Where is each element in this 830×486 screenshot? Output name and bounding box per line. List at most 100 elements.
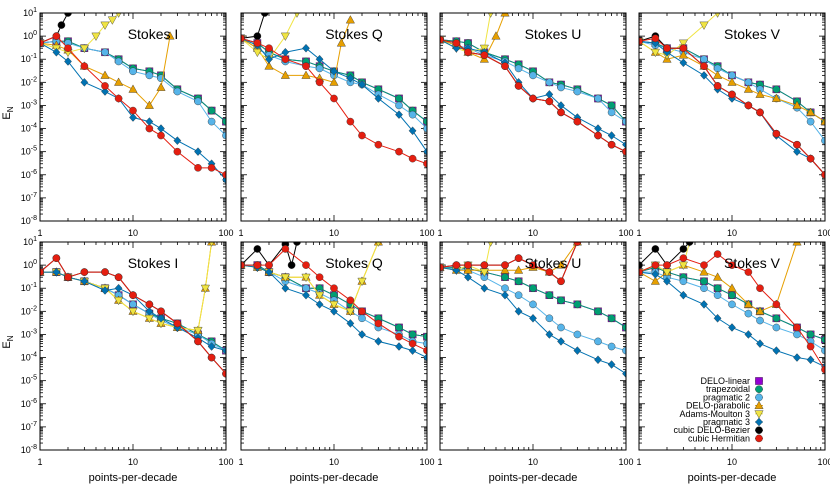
- panel-title: Stokes I: [128, 26, 179, 42]
- legend-label: DELO-linear: [700, 376, 750, 386]
- data-point: [101, 87, 109, 96]
- data-point: [129, 106, 137, 115]
- data-point: [487, 242, 494, 247]
- data-point: [173, 87, 182, 96]
- data-point: [440, 35, 444, 44]
- chart-panel: Stokes U 1 10 100: [437, 12, 634, 238]
- data-point: [346, 73, 355, 83]
- data-point: [699, 267, 709, 276]
- data-point: [607, 360, 616, 369]
- data-point: [772, 129, 781, 138]
- y-tick-label: 10-8: [21, 215, 37, 226]
- data-point: [607, 342, 616, 351]
- data-point: [557, 108, 565, 117]
- x-tick-label: 100: [618, 228, 633, 238]
- x-tick-label: 1: [37, 228, 42, 238]
- data-point: [771, 93, 781, 102]
- data-point: [700, 62, 708, 70]
- data-point: [514, 277, 523, 286]
- data-point: [173, 319, 182, 328]
- series-line: [440, 242, 578, 273]
- y-tick-label: 10-2: [21, 305, 37, 316]
- data-point: [557, 296, 565, 305]
- data-point: [241, 261, 245, 269]
- data-point: [194, 147, 202, 156]
- data-point: [64, 13, 72, 17]
- x-tick-label: 100: [218, 457, 233, 467]
- data-point: [157, 131, 165, 140]
- series-line: [241, 13, 266, 39]
- data-point: [395, 332, 403, 341]
- data-point: [806, 342, 815, 351]
- data-point: [821, 346, 825, 355]
- plot-frame: [638, 241, 826, 451]
- data-point: [395, 147, 403, 156]
- data-point: [772, 300, 781, 309]
- data-point: [315, 291, 325, 300]
- y-tick-exp: -7: [31, 421, 37, 428]
- y-tick-label: 10-4: [21, 352, 37, 363]
- chart-panel: Stokes I1 10 10010110010-110-210-310-410-5…: [1, 7, 234, 238]
- data-point: [679, 58, 688, 68]
- plot-frame: [240, 12, 428, 222]
- data-point: [557, 83, 565, 92]
- series-group: [440, 242, 626, 379]
- data-point: [173, 147, 182, 156]
- plot-frame: [638, 12, 826, 222]
- data-point: [423, 353, 427, 362]
- y-tick-base: 10: [21, 329, 31, 339]
- data-point: [700, 300, 708, 309]
- data-point: [358, 131, 366, 140]
- data-point: [607, 140, 616, 149]
- y-tick-exp: 1: [33, 236, 37, 243]
- data-point: [744, 268, 753, 276]
- data-point: [713, 291, 722, 299]
- data-point: [622, 140, 626, 150]
- y-tick-label: 10-7: [21, 192, 37, 203]
- data-point: [743, 84, 753, 93]
- data-point: [64, 273, 72, 281]
- data-point: [200, 284, 210, 294]
- y-tick-base: 10: [21, 422, 31, 432]
- data-point: [281, 245, 290, 253]
- y-tick-label: 10-6: [21, 169, 37, 180]
- data-point: [128, 84, 138, 93]
- data-point: [663, 44, 671, 52]
- y-tick-label: 10-4: [21, 123, 37, 134]
- data-point: [302, 290, 310, 300]
- data-point: [700, 284, 708, 293]
- data-point: [64, 57, 72, 66]
- data-point: [594, 124, 602, 133]
- y-tick-label: 10-7: [21, 421, 37, 432]
- data-point: [573, 117, 582, 126]
- y-tick-base: 10: [23, 260, 33, 270]
- data-point: [487, 13, 494, 18]
- y-tick-exp: -8: [31, 215, 37, 222]
- data-point: [793, 140, 801, 149]
- data-point: [302, 261, 310, 269]
- data-point: [194, 337, 202, 346]
- legend-marker: [755, 434, 763, 443]
- x-tick-label: 100: [817, 457, 830, 467]
- data-point: [743, 299, 753, 308]
- data-point: [557, 337, 565, 346]
- data-point: [375, 242, 382, 247]
- y-tick-label: 10-1: [21, 282, 37, 293]
- x-tick-label: 1: [238, 228, 243, 238]
- data-point: [253, 245, 262, 253]
- plot-frame: [439, 241, 627, 451]
- data-point: [408, 330, 417, 339]
- series-group: [40, 13, 226, 185]
- y-tick-label: 100: [23, 30, 37, 41]
- y-tick-label: 10-3: [21, 99, 37, 110]
- plot-frame: [39, 12, 227, 222]
- data-point: [573, 87, 582, 96]
- data-point: [101, 268, 109, 276]
- y-tick-exp: -6: [31, 398, 37, 405]
- data-point: [607, 101, 616, 110]
- y-tick-label: 10-8: [21, 444, 37, 455]
- data-point: [346, 296, 355, 305]
- data-point: [756, 339, 764, 348]
- panel-title: Stokes Q: [325, 255, 383, 271]
